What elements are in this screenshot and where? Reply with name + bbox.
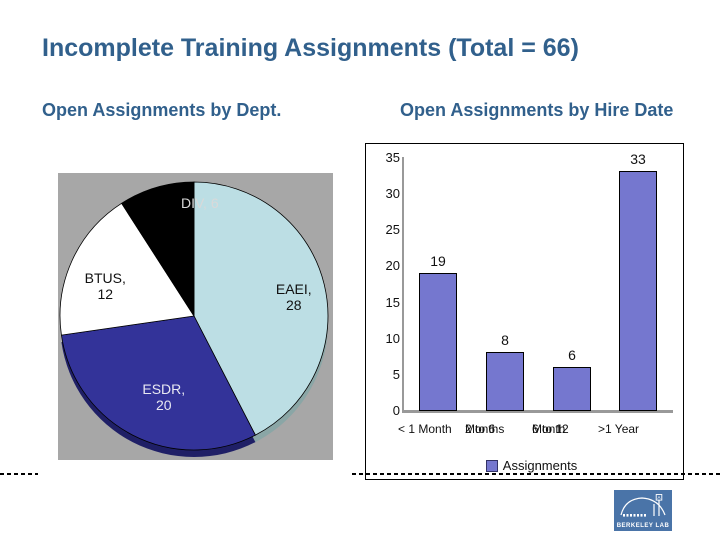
logo-wordmark: BERKELEY LAB xyxy=(617,523,670,529)
legend: Assignments xyxy=(366,458,683,473)
x-axis-line xyxy=(402,410,673,413)
bar-data-label: 33 xyxy=(630,151,646,167)
bar-data-label: 19 xyxy=(430,253,446,269)
logo-flag xyxy=(655,494,663,501)
bar-2 xyxy=(486,352,524,411)
footer-dashed-line-right xyxy=(352,473,720,475)
y-axis-tick-label: 0 xyxy=(392,403,400,418)
legend-label: Assignments xyxy=(502,458,578,473)
pie-chart-heading: Open Assignments by Dept. xyxy=(42,100,282,120)
y-axis-line xyxy=(402,156,404,412)
pie-plot-area: EAEI, 28 ESDR, 20 BTUS, 12 DIV, 6 xyxy=(58,173,333,460)
y-axis-tick-label: 20 xyxy=(385,258,400,274)
bar-data-label: 6 xyxy=(568,347,576,363)
pie-slice-eaei xyxy=(193,181,329,436)
y-axis-tick-label: 25 xyxy=(385,222,400,238)
pie-label-esdr: ESDR, 20 xyxy=(142,380,186,413)
legend-swatch xyxy=(485,459,498,472)
berkeley-lab-logo: A BERKELEY LAB xyxy=(614,490,672,531)
bar-chart-heading: Open Assignments by Hire Date xyxy=(400,100,674,120)
bar-4 xyxy=(619,171,657,411)
bar-data-label: 8 xyxy=(501,332,509,348)
pie-label-div: DIV, 6 xyxy=(181,195,219,212)
pie-slice-div xyxy=(121,181,195,318)
page-title: Incomplete Training Assignments (Total =… xyxy=(42,34,579,62)
footer-dashed-line-left xyxy=(0,473,38,475)
bar-chart: 0 5 10 15 20 25 30 35 19 < 1 Month 8 2 to 6 Months 6 6… xyxy=(365,143,684,480)
y-axis-tick-label: 10 xyxy=(385,330,400,346)
bar-1 xyxy=(419,273,457,411)
pie-label-eaei: EAEI, 28 xyxy=(275,281,312,314)
logo-flag-letter: A xyxy=(657,495,660,500)
pie-label-btus: BTUS, 12 xyxy=(84,269,126,302)
logo-windows xyxy=(623,514,646,517)
y-axis-tick-label: 15 xyxy=(385,294,400,310)
y-axis-tick-label: 5 xyxy=(392,366,400,382)
pie-chart: EAEI, 28 ESDR, 20 BTUS, 12 DIV, 6 xyxy=(38,138,352,494)
bar-3 xyxy=(553,367,591,411)
y-axis-tick-label: 35 xyxy=(385,149,400,165)
pie-slice-esdr xyxy=(60,315,256,451)
pie-slice-btus xyxy=(59,202,195,336)
pie-svg xyxy=(59,181,329,457)
y-axis-tick-label: 30 xyxy=(385,186,400,202)
